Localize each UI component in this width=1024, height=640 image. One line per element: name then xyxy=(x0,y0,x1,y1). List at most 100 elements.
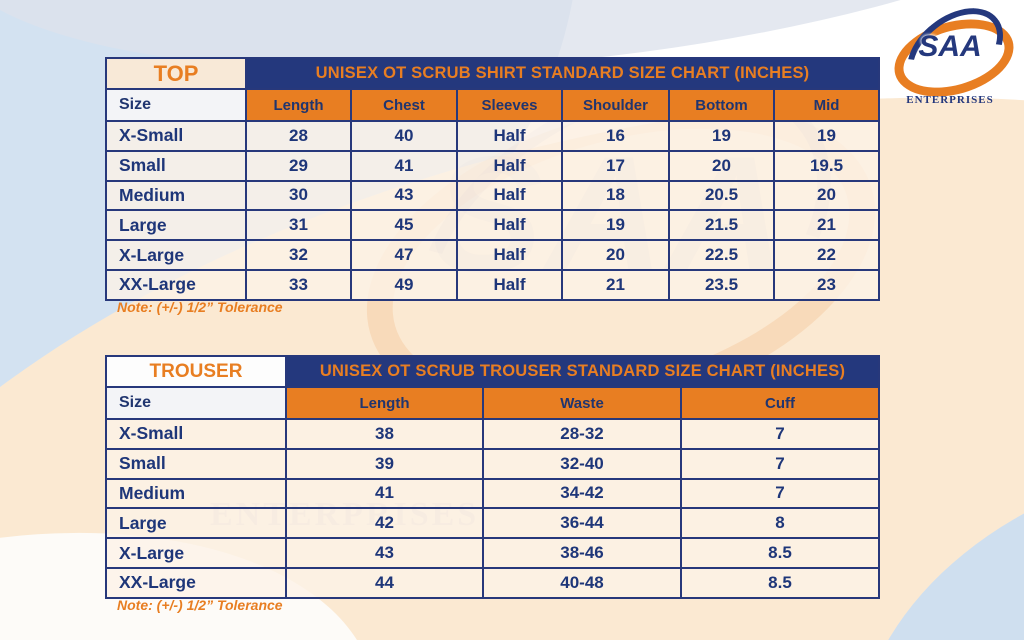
value-cell: 21 xyxy=(561,268,670,301)
value-cell: 7 xyxy=(680,418,880,450)
value-cell: Half xyxy=(456,209,563,242)
size-cell: X-Small xyxy=(105,120,247,152)
value-cell: 32 xyxy=(245,239,352,271)
value-cell: 20.5 xyxy=(668,179,775,212)
table-title: UNISEX OT SCRUB TROUSER STANDARD SIZE CH… xyxy=(285,355,880,388)
size-cell: Small xyxy=(105,447,287,480)
column-header: Shoulder xyxy=(561,88,670,122)
table-row: Small 39 32-40 7 xyxy=(105,447,880,480)
table-header-row: Size Length Chest Sleeves Shoulder Botto… xyxy=(105,88,881,122)
table-label: TROUSER xyxy=(105,355,287,388)
value-cell: 7 xyxy=(680,477,880,510)
value-cell: 8 xyxy=(680,507,880,540)
table-row: XX-Large 33 49 Half 21 23.5 23 xyxy=(105,268,881,301)
size-cell: Large xyxy=(105,209,247,242)
value-cell: 28 xyxy=(245,120,352,152)
column-header: Mid xyxy=(772,88,881,122)
value-cell: 49 xyxy=(350,268,458,301)
table-label: TOP xyxy=(105,57,247,90)
table-row: Large 31 45 Half 19 21.5 21 xyxy=(105,209,881,242)
value-cell: 28-32 xyxy=(482,418,682,450)
value-cell: 19 xyxy=(668,120,775,152)
value-cell: 34-42 xyxy=(482,477,682,510)
value-cell: 43 xyxy=(350,179,458,212)
value-cell: 31 xyxy=(245,209,352,242)
table-row: XX-Large 44 40-48 8.5 xyxy=(105,566,880,599)
size-cell: XX-Large xyxy=(105,566,287,599)
value-cell: 22 xyxy=(772,239,881,271)
table-row: X-Small 28 40 Half 16 19 19 xyxy=(105,120,881,152)
value-cell: 32-40 xyxy=(482,447,682,480)
column-header: Length xyxy=(285,386,484,420)
value-cell: 43 xyxy=(285,537,484,569)
size-cell: Small xyxy=(105,149,247,182)
column-header: Chest xyxy=(350,88,458,122)
size-cell: X-Large xyxy=(105,537,287,569)
size-cell: Large xyxy=(105,507,287,540)
table-row: Medium 30 43 Half 18 20.5 20 xyxy=(105,179,881,212)
value-cell: 38 xyxy=(285,418,484,450)
value-cell: 36-44 xyxy=(482,507,682,540)
column-header: Sleeves xyxy=(456,88,563,122)
value-cell: 20 xyxy=(668,149,775,182)
size-column-header: Size xyxy=(105,386,287,420)
logo-brand-subtitle: ENTERPRISES xyxy=(906,94,994,106)
top-size-table: TOP UNISEX OT SCRUB SHIRT STANDARD SIZE … xyxy=(105,57,881,301)
table-row: Large 42 36-44 8 xyxy=(105,507,880,540)
value-cell: 23 xyxy=(772,268,881,301)
value-cell: 7 xyxy=(680,447,880,480)
value-cell: Half xyxy=(456,179,563,212)
size-cell: X-Small xyxy=(105,418,287,450)
value-cell: Half xyxy=(456,268,563,301)
value-cell: 40-48 xyxy=(482,566,682,599)
value-cell: 44 xyxy=(285,566,484,599)
value-cell: 19 xyxy=(772,120,881,152)
value-cell: 39 xyxy=(285,447,484,480)
value-cell: 42 xyxy=(285,507,484,540)
value-cell: 41 xyxy=(285,477,484,510)
logo-brand-name: SAA xyxy=(918,30,982,63)
value-cell: 19.5 xyxy=(772,149,881,182)
column-header: Cuff xyxy=(680,386,880,420)
value-cell: 8.5 xyxy=(680,566,880,599)
value-cell: 21.5 xyxy=(668,209,775,242)
value-cell: Half xyxy=(456,149,563,182)
value-cell: 20 xyxy=(561,239,670,271)
table-row: X-Small 38 28-32 7 xyxy=(105,418,880,450)
table-row: X-Large 32 47 Half 20 22.5 22 xyxy=(105,239,881,271)
value-cell: 23.5 xyxy=(668,268,775,301)
value-cell: 38-46 xyxy=(482,537,682,569)
table-row: Small 29 41 Half 17 20 19.5 xyxy=(105,149,881,182)
size-cell: XX-Large xyxy=(105,268,247,301)
size-cell: X-Large xyxy=(105,239,247,271)
size-cell: Medium xyxy=(105,477,287,510)
value-cell: 33 xyxy=(245,268,352,301)
value-cell: 21 xyxy=(772,209,881,242)
value-cell: Half xyxy=(456,120,563,152)
size-cell: Medium xyxy=(105,179,247,212)
value-cell: 17 xyxy=(561,149,670,182)
table-title: UNISEX OT SCRUB SHIRT STANDARD SIZE CHAR… xyxy=(244,57,881,90)
value-cell: Half xyxy=(456,239,563,271)
column-header: Waste xyxy=(482,386,682,420)
value-cell: 41 xyxy=(350,149,458,182)
value-cell: 30 xyxy=(245,179,352,212)
value-cell: 20 xyxy=(772,179,881,212)
table-title-row: TROUSER UNISEX OT SCRUB TROUSER STANDARD… xyxy=(105,355,880,388)
trouser-size-table: TROUSER UNISEX OT SCRUB TROUSER STANDARD… xyxy=(105,355,880,599)
column-header: Bottom xyxy=(668,88,775,122)
tolerance-note: Note: (+/-) 1/2” Tolerance xyxy=(117,597,283,613)
value-cell: 8.5 xyxy=(680,537,880,569)
value-cell: 19 xyxy=(561,209,670,242)
value-cell: 22.5 xyxy=(668,239,775,271)
company-logo: SAA ENTERPRISES xyxy=(883,0,1023,114)
table-title-row: TOP UNISEX OT SCRUB SHIRT STANDARD SIZE … xyxy=(105,57,881,90)
table-header-row: Size Length Waste Cuff xyxy=(105,386,880,420)
size-column-header: Size xyxy=(105,88,247,122)
table-row: Medium 41 34-42 7 xyxy=(105,477,880,510)
value-cell: 40 xyxy=(350,120,458,152)
table-row: X-Large 43 38-46 8.5 xyxy=(105,537,880,569)
value-cell: 47 xyxy=(350,239,458,271)
column-header: Length xyxy=(245,88,352,122)
